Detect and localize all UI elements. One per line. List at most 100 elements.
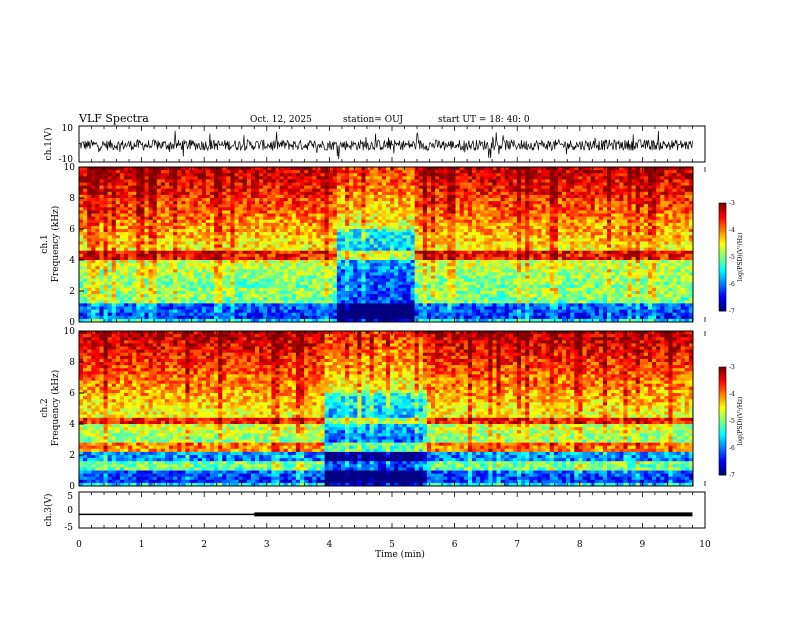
spectrogram-cell bbox=[119, 167, 125, 171]
spectrogram-cell bbox=[390, 173, 395, 177]
spectrogram-cell bbox=[390, 312, 395, 317]
spectrogram-cell bbox=[79, 219, 84, 224]
spectrogram-cell bbox=[263, 204, 268, 208]
spectrogram-cell bbox=[79, 198, 84, 202]
spectrogram-cell bbox=[484, 263, 489, 267]
spectrogram-cell bbox=[169, 266, 174, 270]
spectrogram-cell bbox=[144, 284, 149, 289]
spectrogram-cell bbox=[209, 188, 215, 193]
spectrogram-cell bbox=[357, 210, 362, 214]
spectrogram-cell bbox=[234, 176, 239, 180]
spectrogram-cell bbox=[471, 182, 477, 186]
spectrogram-cell bbox=[279, 235, 284, 239]
spectrogram-cell bbox=[398, 232, 403, 236]
spectrogram-cell bbox=[435, 210, 440, 214]
spectrogram-cell bbox=[304, 198, 309, 202]
spectrogram-cell bbox=[115, 204, 121, 208]
spectrogram-cell bbox=[148, 247, 153, 251]
spectrogram-cell bbox=[439, 188, 444, 193]
spectrogram-cell bbox=[459, 198, 465, 202]
spectrogram-cell bbox=[79, 182, 84, 186]
spectrogram-cell bbox=[455, 188, 460, 193]
spectrogram-cell bbox=[336, 275, 342, 279]
spectrogram-cell bbox=[91, 219, 96, 224]
spectrogram-cell bbox=[111, 191, 117, 196]
spectrogram-cell bbox=[357, 213, 362, 217]
spectrogram-cell bbox=[480, 219, 485, 224]
spectrogram-cell bbox=[283, 294, 289, 298]
spectrogram-cell bbox=[426, 244, 432, 248]
spectrogram-cell bbox=[103, 185, 108, 189]
spectrogram-cell bbox=[291, 232, 297, 236]
spectrogram-cell bbox=[255, 266, 260, 270]
spectrogram-cell bbox=[304, 272, 309, 276]
spectrogram-cell bbox=[128, 225, 133, 230]
spectrogram-cell bbox=[312, 284, 317, 289]
spectrogram-cell bbox=[480, 198, 485, 202]
spectrogram-cell bbox=[386, 191, 391, 196]
spectrogram-cell bbox=[238, 272, 244, 276]
spectrogram-cell bbox=[218, 303, 223, 307]
spectrogram-cell bbox=[353, 303, 358, 307]
spectrogram-cell bbox=[365, 232, 370, 236]
spectrogram-cell bbox=[267, 210, 272, 214]
spectrogram-cell bbox=[418, 222, 424, 227]
spectrogram-cell bbox=[271, 235, 276, 239]
spectrogram-cell bbox=[95, 260, 100, 264]
spectrogram-cell bbox=[439, 318, 444, 323]
spectrogram-cell bbox=[164, 235, 170, 239]
spectrogram-cell bbox=[287, 291, 293, 295]
spectrogram-cell bbox=[271, 210, 276, 214]
spectrogram-cell bbox=[431, 263, 436, 267]
spectrogram-cell bbox=[214, 235, 219, 239]
spectrogram-cell bbox=[128, 238, 133, 242]
spectrogram-cell bbox=[144, 173, 149, 177]
spectrogram-cell bbox=[205, 260, 211, 264]
spectrogram-cell bbox=[99, 266, 104, 270]
spectrogram-cell bbox=[312, 263, 317, 267]
spectrogram-cell bbox=[435, 300, 440, 304]
spectrogram-cell bbox=[349, 191, 354, 196]
spectrogram-cell bbox=[439, 232, 444, 236]
spectrogram-cell bbox=[353, 300, 358, 304]
spectrogram-cell bbox=[91, 222, 96, 227]
spectrogram-cell bbox=[205, 170, 211, 174]
spectrogram-cell bbox=[402, 198, 407, 202]
spectrogram-cell bbox=[103, 235, 108, 239]
spectrogram-cell bbox=[459, 235, 465, 239]
spectrogram-cell bbox=[349, 291, 354, 295]
spectrogram-cell bbox=[91, 275, 96, 279]
spectrogram-cell bbox=[418, 213, 424, 217]
spectrogram-cell bbox=[246, 185, 252, 189]
spectrogram-cell bbox=[214, 173, 219, 177]
spectrogram-cell bbox=[205, 256, 211, 261]
spectrogram-cell bbox=[242, 207, 248, 211]
spectrogram-cell bbox=[136, 179, 141, 183]
spectrogram-cell bbox=[283, 300, 289, 304]
spectrogram-cell bbox=[255, 185, 260, 189]
spectrogram-cell bbox=[185, 294, 190, 298]
spectrogram-cell bbox=[132, 216, 137, 220]
spectrogram-cell bbox=[238, 281, 244, 286]
spectrogram-cell bbox=[205, 318, 211, 323]
spectrogram-cell bbox=[422, 182, 428, 186]
spectrogram-cell bbox=[83, 312, 88, 317]
spectrogram-cell bbox=[197, 250, 203, 255]
spectrogram-cell bbox=[418, 303, 424, 307]
spectrogram-cell bbox=[95, 287, 100, 292]
spectrogram-cell bbox=[381, 287, 387, 292]
spectrogram-cell bbox=[361, 232, 366, 236]
spectrogram-cell bbox=[304, 219, 309, 224]
spectrogram-cell bbox=[447, 182, 452, 186]
spectrogram-cell bbox=[246, 191, 252, 196]
spectrogram-cell bbox=[128, 191, 133, 196]
spectrogram-cell bbox=[312, 278, 317, 282]
spectrogram-cell bbox=[115, 309, 121, 313]
spectrogram-cell bbox=[340, 278, 346, 282]
spectrogram-cell bbox=[394, 291, 399, 295]
spectrogram-cell bbox=[361, 235, 366, 239]
spectrogram-cell bbox=[230, 204, 235, 208]
spectrogram-cell bbox=[369, 173, 375, 177]
spectrogram-cell bbox=[320, 247, 325, 251]
spectrogram-cell bbox=[197, 191, 203, 196]
